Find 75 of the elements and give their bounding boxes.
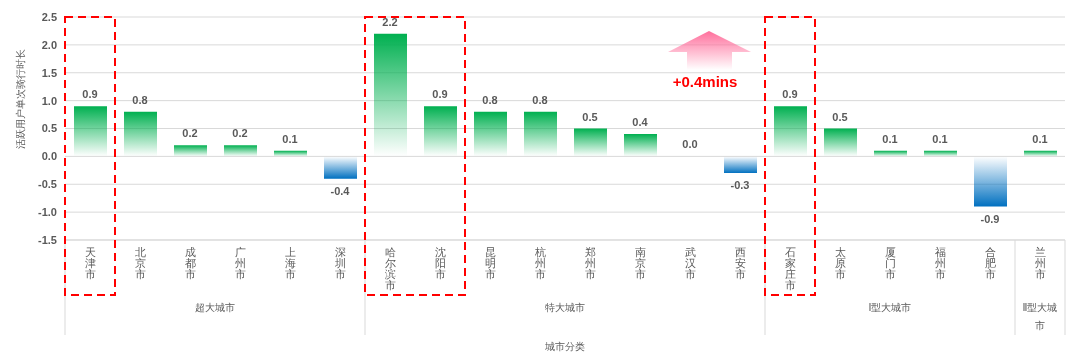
bar — [324, 156, 357, 179]
y-tick-label: 0.0 — [41, 150, 57, 163]
data-label: 0.9 — [432, 88, 448, 101]
data-label: 0.8 — [132, 93, 148, 106]
y-axis-title: 活跃用户单次骑行时长 — [15, 48, 26, 149]
x-tick-label: 成都市 — [184, 246, 196, 280]
bar — [574, 128, 607, 157]
y-tick-label: 0.5 — [41, 122, 57, 135]
x-tick-label: 南京市 — [634, 246, 646, 280]
x-tick-label: 北京市 — [134, 246, 146, 280]
data-label: 0.9 — [82, 88, 98, 101]
x-tick-label: 昆明市 — [484, 246, 496, 280]
data-label: 0.2 — [182, 127, 198, 140]
x-tick-label: 厦门市 — [884, 246, 896, 280]
data-label: -0.4 — [330, 184, 351, 197]
data-label: 0.1 — [932, 132, 948, 145]
bar — [824, 128, 857, 157]
y-tick-label: 1.0 — [41, 94, 57, 107]
text: 特大城市 — [545, 302, 585, 313]
data-label: 2.2 — [382, 15, 398, 28]
x-tick-label: 合肥市 — [984, 246, 996, 280]
bar — [624, 134, 657, 157]
data-label: 0.2 — [232, 127, 248, 140]
bar — [374, 33, 407, 157]
text: Ⅱ型大城市 — [1022, 302, 1058, 331]
data-label: 0.1 — [282, 132, 298, 145]
data-label: 0.1 — [1032, 132, 1048, 145]
data-label: -0.9 — [980, 212, 1000, 225]
x-tick-label: 郑州市 — [584, 246, 596, 280]
y-tick-label: -1.5 — [38, 233, 57, 246]
x-tick-label: 太原市 — [834, 246, 846, 280]
x-tick-label: 天津市 — [84, 246, 96, 280]
bar — [774, 106, 807, 157]
data-label: 0.9 — [782, 88, 798, 101]
bar — [724, 156, 757, 174]
text: Ⅰ型大城市 — [868, 302, 912, 313]
y-tick-label: 1.5 — [41, 66, 57, 79]
x-tick-label: 沈阳市 — [434, 246, 446, 280]
annotation: +0.4mins — [672, 73, 738, 90]
x-tick-label: 兰州市 — [1034, 246, 1046, 280]
bar — [524, 111, 557, 157]
bar — [1024, 150, 1057, 157]
bar — [924, 150, 957, 157]
bar — [124, 111, 157, 157]
y-tick-label: -1.0 — [38, 206, 57, 219]
x-tick-label: 武汉市 — [684, 246, 696, 280]
data-label: 0.5 — [582, 110, 598, 123]
x-axis-title: 城市分类 — [544, 341, 585, 352]
data-label: 0.8 — [532, 93, 548, 106]
data-label: -0.3 — [730, 179, 750, 192]
y-tick-label: 2.0 — [41, 38, 57, 51]
bar — [424, 106, 457, 157]
bar — [224, 145, 257, 157]
x-tick-label: 上海市 — [284, 246, 296, 280]
bar — [474, 111, 507, 157]
bar — [174, 145, 207, 157]
x-tick-label: 石家庄市 — [784, 246, 796, 291]
data-label: 0.1 — [882, 132, 898, 145]
x-tick-label: 深圳市 — [333, 246, 346, 280]
data-label: 0.0 — [682, 138, 698, 151]
x-tick-label: 杭州市 — [533, 246, 546, 280]
bar — [874, 150, 907, 157]
x-tick-label: 福州市 — [934, 246, 946, 280]
bar — [974, 156, 1007, 207]
data-label: 0.8 — [482, 93, 498, 106]
x-tick-label: 哈尔滨市 — [384, 246, 396, 291]
x-tick-label: 西安市 — [734, 246, 746, 280]
y-tick-label: 2.5 — [41, 10, 57, 23]
data-label: 0.5 — [832, 110, 848, 123]
bar — [274, 150, 307, 157]
y-tick-label: -0.5 — [38, 178, 57, 191]
data-label: 0.4 — [632, 116, 649, 129]
text: 超大城市 — [195, 302, 235, 313]
bar — [74, 106, 107, 157]
x-tick-label: 广州市 — [234, 246, 246, 280]
